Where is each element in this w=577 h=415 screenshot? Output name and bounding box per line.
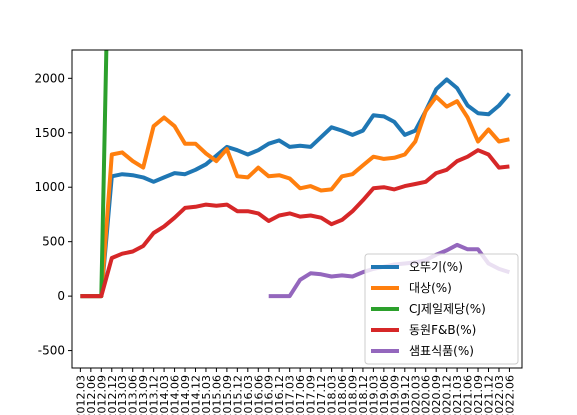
legend-label: 동원F&B(%) bbox=[409, 323, 476, 337]
x-tick-label: 2017.06 bbox=[294, 375, 307, 415]
x-tick-label: 2019.12 bbox=[399, 375, 412, 415]
x-tick-label: 2018.09 bbox=[346, 375, 359, 415]
x-tick-label: 2020.09 bbox=[430, 375, 443, 415]
x-tick-label: 2017.03 bbox=[284, 375, 297, 415]
y-tick-label: 0 bbox=[57, 289, 65, 303]
x-tick-label: 2019.03 bbox=[367, 375, 380, 415]
x-tick-label: 2014.12 bbox=[189, 375, 202, 415]
x-tick-label: 2015.06 bbox=[210, 375, 223, 415]
x-tick-label: 2012.06 bbox=[85, 375, 98, 415]
x-tick-label: 2015.03 bbox=[200, 375, 213, 415]
x-tick-label: 2014.09 bbox=[179, 375, 192, 415]
x-tick-label: 2022.06 bbox=[503, 375, 516, 415]
x-tick-label: 2013.09 bbox=[137, 375, 150, 415]
x-tick-label: 2014.06 bbox=[169, 375, 182, 415]
x-tick-label: 2016.03 bbox=[242, 375, 255, 415]
y-tick-label: -500 bbox=[38, 344, 65, 358]
x-tick-label: 2020.03 bbox=[409, 375, 422, 415]
x-tick-label: 2014.03 bbox=[158, 375, 171, 415]
x-tick-label: 2021.06 bbox=[462, 375, 475, 415]
x-tick-label: 2021.09 bbox=[472, 375, 485, 415]
x-tick-label: 2018.06 bbox=[336, 375, 349, 415]
x-tick-label: 2020.06 bbox=[420, 375, 433, 415]
x-tick-label: 2021.03 bbox=[451, 375, 464, 415]
series-line bbox=[80, 94, 510, 299]
legend-box bbox=[364, 253, 519, 365]
x-tick-label: 2018.12 bbox=[357, 375, 370, 415]
series-line bbox=[80, 148, 510, 299]
y-tick-label: 500 bbox=[42, 235, 65, 249]
x-tick-label: 2019.09 bbox=[388, 375, 401, 415]
x-tick-label: 2012.12 bbox=[106, 375, 119, 415]
y-tick-label: 1000 bbox=[34, 180, 65, 194]
x-tick-label: 2020.12 bbox=[441, 375, 454, 415]
x-tick-label: 2012.03 bbox=[74, 375, 87, 415]
x-tick-label: 2013.06 bbox=[127, 375, 140, 415]
legend-label: 오뚜기(%) bbox=[409, 260, 463, 274]
series-line bbox=[80, 77, 511, 299]
x-tick-label: 2021.12 bbox=[483, 375, 496, 415]
x-tick-label: 2018.03 bbox=[326, 375, 339, 415]
plot-lines bbox=[80, 50, 511, 299]
legend-label: 대상(%) bbox=[409, 281, 452, 295]
axes-frame bbox=[71, 49, 523, 369]
x-tick-label: 2016.06 bbox=[252, 375, 265, 415]
x-tick-label: 2015.09 bbox=[221, 375, 234, 415]
x-tick-label: 2022.03 bbox=[493, 375, 506, 415]
y-tick-label: 1500 bbox=[34, 126, 65, 140]
x-tick-label: 2016.12 bbox=[273, 375, 286, 415]
y-tick-label: 2000 bbox=[34, 71, 65, 85]
legend-label: CJ제일제당(%) bbox=[409, 302, 486, 316]
x-tick-label: 2019.06 bbox=[378, 375, 391, 415]
x-tick-label: 2013.12 bbox=[148, 375, 161, 415]
x-tick-label: 2017.09 bbox=[305, 375, 318, 415]
x-tick-label: 2012.09 bbox=[95, 375, 108, 415]
x-tick-label: 2013.03 bbox=[116, 375, 129, 415]
x-tick-label: 2017.12 bbox=[315, 375, 328, 415]
legend-label: 샘표식품(%) bbox=[409, 344, 474, 358]
x-tick-label: 2015.12 bbox=[231, 375, 244, 415]
x-tick-label: 2016.09 bbox=[263, 375, 276, 415]
